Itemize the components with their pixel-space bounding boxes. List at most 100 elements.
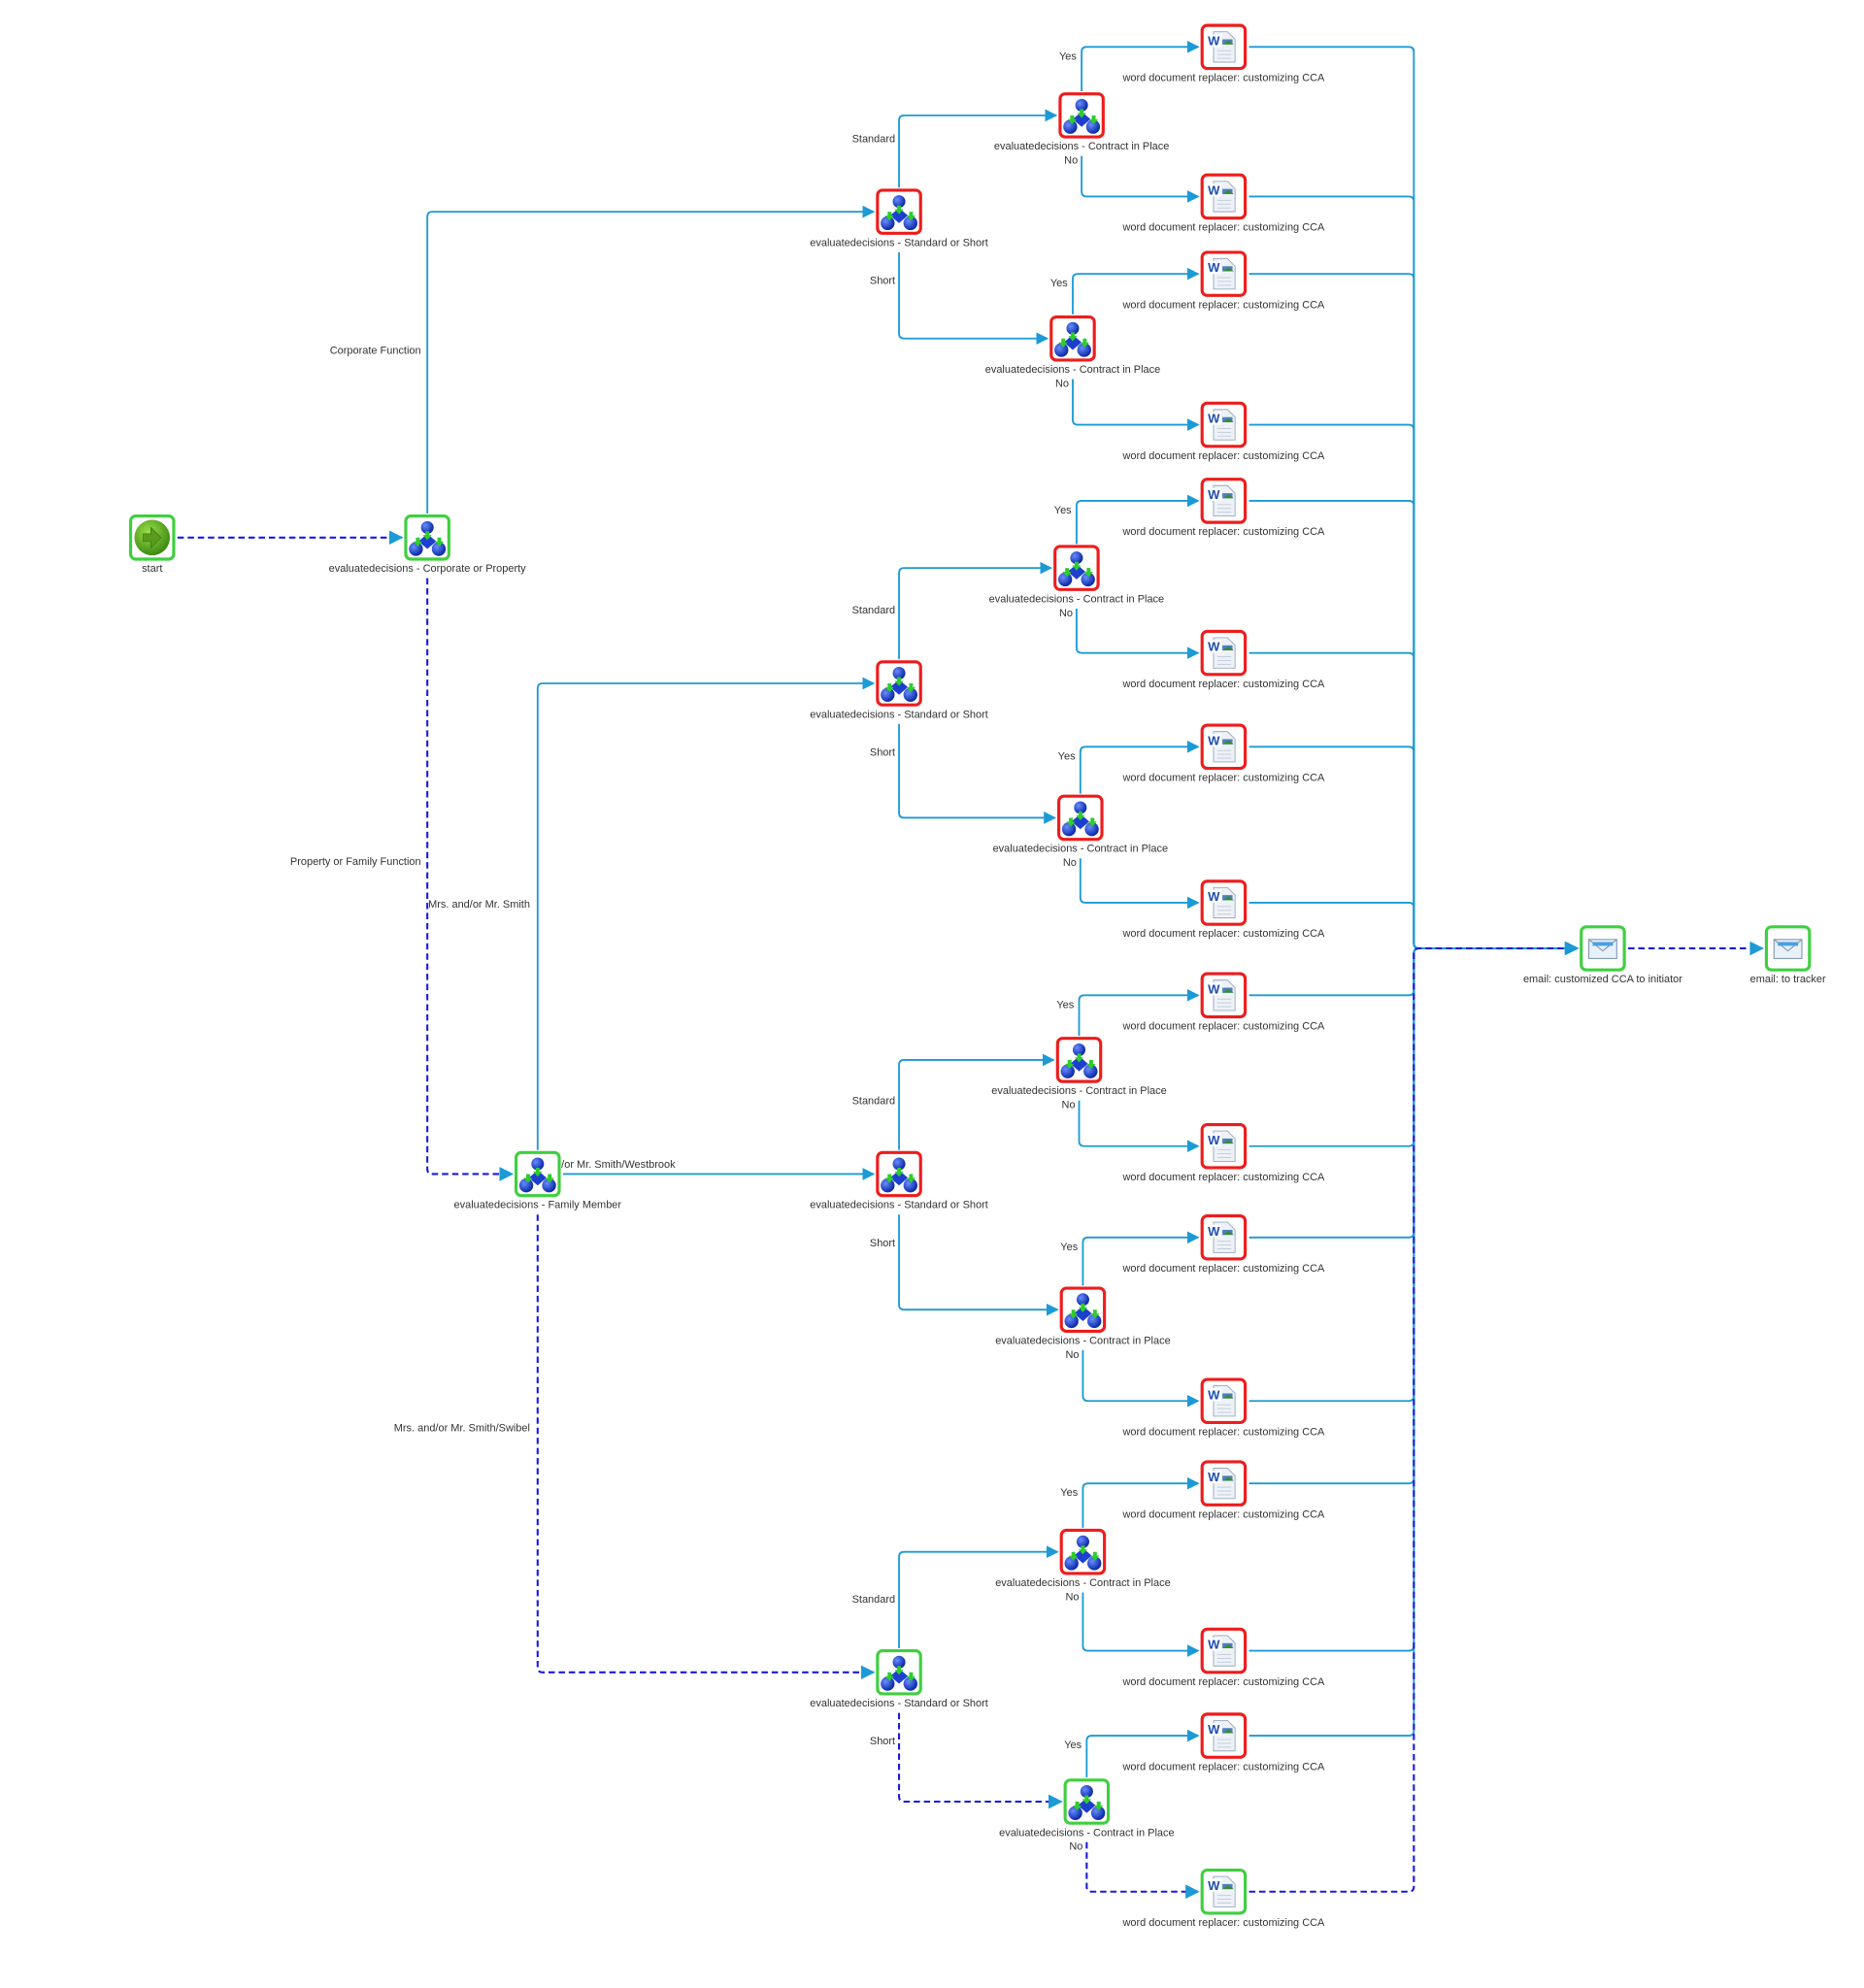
node-sos3[interactable]: evaluatedecisions - Standard or Short bbox=[810, 1150, 988, 1211]
node-label: evaluatedecisions - Contract in Place bbox=[994, 141, 1169, 152]
edge-sos2-cip3[interactable] bbox=[898, 561, 1053, 660]
edge-cip3-doc5[interactable] bbox=[1075, 494, 1200, 545]
edge-label: No bbox=[1065, 1591, 1079, 1603]
edge-sos1-cip2[interactable] bbox=[898, 251, 1049, 346]
nodes-layer: start evaluatedecisions - Corporate or Pr… bbox=[128, 23, 1826, 1929]
edge-cip4-doc7[interactable] bbox=[1079, 740, 1200, 794]
edge-label: Corporate Function bbox=[330, 345, 421, 356]
edge-cip7-doc14[interactable] bbox=[1082, 1592, 1200, 1657]
edge-sos4-cip7[interactable] bbox=[898, 1545, 1059, 1648]
node-label: word document replacer: customizing CCA bbox=[1121, 73, 1325, 84]
node-label: word document replacer: customizing CCA bbox=[1121, 222, 1325, 234]
edge-label: Yes bbox=[1059, 50, 1077, 62]
node-email2[interactable]: email: to tracker bbox=[1750, 925, 1826, 985]
edge-corp-family[interactable] bbox=[426, 578, 515, 1181]
edge-sos2-cip4[interactable] bbox=[898, 723, 1056, 824]
node-doc4[interactable]: word document replacer: customizing CCA bbox=[1121, 401, 1325, 462]
node-doc16[interactable]: word document replacer: customizing CCA bbox=[1121, 1868, 1325, 1929]
node-doc5[interactable]: word document replacer: customizing CCA bbox=[1121, 478, 1325, 538]
edge-label: Yes bbox=[1060, 1242, 1078, 1253]
node-label: word document replacer: customizing CCA bbox=[1121, 1917, 1325, 1929]
edge-sos3-cip5[interactable] bbox=[898, 1053, 1055, 1150]
node-doc8[interactable]: word document replacer: customizing CCA bbox=[1121, 879, 1325, 940]
edge-label: No bbox=[1065, 1349, 1079, 1361]
edge-label: Standard bbox=[852, 605, 896, 616]
node-doc2[interactable]: word document replacer: customizing CCA bbox=[1121, 173, 1325, 234]
node-doc7[interactable]: word document replacer: customizing CCA bbox=[1121, 723, 1325, 784]
edge-label: Mrs. and/or Mr. Smith bbox=[428, 899, 530, 911]
node-label: evaluatedecisions - Corporate or Propert… bbox=[329, 563, 527, 575]
edge-sos3-cip6[interactable] bbox=[898, 1214, 1059, 1316]
node-doc10[interactable]: word document replacer: customizing CCA bbox=[1121, 1122, 1325, 1183]
node-label: word document replacer: customizing CCA bbox=[1121, 1676, 1325, 1688]
edge-label: Yes bbox=[1050, 278, 1068, 289]
edge-family-sos2[interactable] bbox=[536, 677, 876, 1150]
node-doc11[interactable]: word document replacer: customizing CCA bbox=[1121, 1214, 1325, 1275]
node-sos4[interactable]: evaluatedecisions - Standard or Short bbox=[810, 1649, 988, 1709]
node-label: evaluatedecisions - Standard or Short bbox=[810, 1698, 988, 1709]
edge-label: No bbox=[1063, 857, 1077, 869]
node-sos2[interactable]: evaluatedecisions - Standard or Short bbox=[810, 660, 988, 720]
node-doc6[interactable]: word document replacer: customizing CCA bbox=[1121, 629, 1325, 690]
edge-cip4-doc8[interactable] bbox=[1079, 858, 1200, 910]
node-label: word document replacer: customizing CCA bbox=[1121, 679, 1325, 690]
node-label: word document replacer: customizing CCA bbox=[1121, 928, 1325, 940]
node-doc12[interactable]: word document replacer: customizing CCA bbox=[1121, 1377, 1325, 1439]
node-cip5[interactable]: evaluatedecisions - Contract in Place bbox=[991, 1037, 1167, 1097]
edge-corp-sos1[interactable] bbox=[426, 205, 876, 514]
edge-doc8-email1[interactable] bbox=[1248, 902, 1580, 955]
node-label: evaluatedecisions - Standard or Short bbox=[810, 1200, 988, 1211]
edge-label: Yes bbox=[1058, 750, 1076, 762]
edge-family-sos4[interactable] bbox=[536, 1214, 876, 1680]
node-label: evaluatedecisions - Contract in Place bbox=[985, 364, 1160, 376]
node-doc13[interactable]: word document replacer: customizing CCA bbox=[1121, 1460, 1325, 1520]
node-label: word document replacer: customizing CCA bbox=[1121, 1021, 1325, 1033]
node-cip4[interactable]: evaluatedecisions - Contract in Place bbox=[993, 794, 1168, 855]
start-icon bbox=[134, 519, 171, 556]
node-doc9[interactable]: word document replacer: customizing CCA bbox=[1121, 972, 1325, 1033]
edge-cip1-doc2[interactable] bbox=[1081, 155, 1200, 203]
node-doc1[interactable]: word document replacer: customizing CCA bbox=[1121, 23, 1325, 84]
edge-cip8-doc16[interactable] bbox=[1085, 1841, 1200, 1900]
edge-label: Yes bbox=[1060, 1487, 1078, 1499]
edge-cip5-doc10[interactable] bbox=[1078, 1100, 1200, 1153]
node-start[interactable]: start bbox=[128, 514, 176, 575]
edges-layer: Corporate Function Property or Family Fun… bbox=[177, 40, 1764, 1900]
node-email1[interactable]: email: customized CCA to initiator bbox=[1523, 925, 1682, 985]
edge-sos1-cip1[interactable] bbox=[898, 109, 1058, 188]
node-label: evaluatedecisions - Contract in Place bbox=[993, 844, 1168, 855]
node-cip2[interactable]: evaluatedecisions - Contract in Place bbox=[985, 315, 1160, 376]
edge-cip1-doc1[interactable] bbox=[1081, 40, 1200, 92]
node-cip1[interactable]: evaluatedecisions - Contract in Place bbox=[994, 92, 1169, 152]
edge-label: Mrs. and/or Mr. Smith/Swibel bbox=[394, 1423, 530, 1435]
node-corp[interactable]: evaluatedecisions - Corporate or Propert… bbox=[329, 514, 527, 575]
node-cip8[interactable]: evaluatedecisions - Contract in Place bbox=[999, 1778, 1175, 1839]
node-sos1[interactable]: evaluatedecisions - Standard or Short bbox=[810, 188, 988, 248]
edge-cip6-doc11[interactable] bbox=[1082, 1231, 1200, 1286]
edge-cip5-doc9[interactable] bbox=[1078, 988, 1200, 1037]
edge-doc16-email1[interactable] bbox=[1248, 941, 1580, 1893]
edge-cip7-doc13[interactable] bbox=[1082, 1476, 1200, 1528]
node-label: evaluatedecisions - Family Member bbox=[454, 1200, 622, 1211]
node-label: word document replacer: customizing CCA bbox=[1121, 1263, 1325, 1275]
edge-label: Short bbox=[870, 1736, 895, 1747]
node-cip7[interactable]: evaluatedecisions - Contract in Place bbox=[995, 1528, 1171, 1589]
edge-cip3-doc6[interactable] bbox=[1075, 608, 1200, 660]
edge-cip8-doc15[interactable] bbox=[1085, 1729, 1200, 1778]
edge-label: No bbox=[1059, 608, 1073, 619]
node-label: start bbox=[142, 563, 162, 575]
node-label: evaluatedecisions - Contract in Place bbox=[991, 1085, 1166, 1097]
node-cip6[interactable]: evaluatedecisions - Contract in Place bbox=[995, 1286, 1171, 1346]
edge-sos4-cip8[interactable] bbox=[897, 1712, 1063, 1809]
node-doc14[interactable]: word document replacer: customizing CCA bbox=[1121, 1627, 1325, 1688]
node-family[interactable]: evaluatedecisions - Family Member bbox=[454, 1150, 622, 1211]
node-cip3[interactable]: evaluatedecisions - Contract in Place bbox=[989, 545, 1164, 605]
edge-cip6-doc12[interactable] bbox=[1082, 1350, 1200, 1408]
edge-label: Property or Family Function bbox=[290, 856, 421, 868]
edge-cip2-doc4[interactable] bbox=[1072, 379, 1200, 431]
node-doc3[interactable]: word document replacer: customizing CCA bbox=[1121, 250, 1325, 311]
node-doc15[interactable]: word document replacer: customizing CCA bbox=[1121, 1712, 1325, 1773]
edge-label: Yes bbox=[1054, 505, 1072, 516]
edge-cip2-doc3[interactable] bbox=[1072, 267, 1200, 315]
